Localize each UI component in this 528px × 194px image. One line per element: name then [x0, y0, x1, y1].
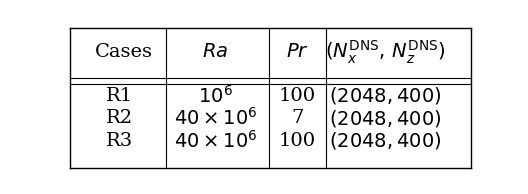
Text: $Pr$: $Pr$ [286, 43, 308, 61]
Text: $(2048, 400)$: $(2048, 400)$ [329, 108, 441, 129]
Text: 100: 100 [279, 87, 316, 105]
Text: R2: R2 [106, 109, 133, 127]
Text: $40 \times 10^{6}$: $40 \times 10^{6}$ [174, 130, 257, 152]
Text: 100: 100 [279, 132, 316, 150]
Text: $(2048, 400)$: $(2048, 400)$ [329, 130, 441, 151]
Text: $40 \times 10^{6}$: $40 \times 10^{6}$ [174, 107, 257, 129]
Text: $Ra$: $Ra$ [202, 43, 229, 61]
Text: $(2048, 400)$: $(2048, 400)$ [329, 85, 441, 106]
Text: R1: R1 [106, 87, 133, 105]
Text: Cases: Cases [95, 43, 153, 61]
Text: $(N_x^\mathrm{DNS},\, N_z^\mathrm{DNS})$: $(N_x^\mathrm{DNS},\, N_z^\mathrm{DNS})$ [325, 39, 446, 66]
Text: 7: 7 [291, 109, 304, 127]
Text: R3: R3 [106, 132, 133, 150]
Text: $10^{6}$: $10^{6}$ [198, 85, 233, 107]
